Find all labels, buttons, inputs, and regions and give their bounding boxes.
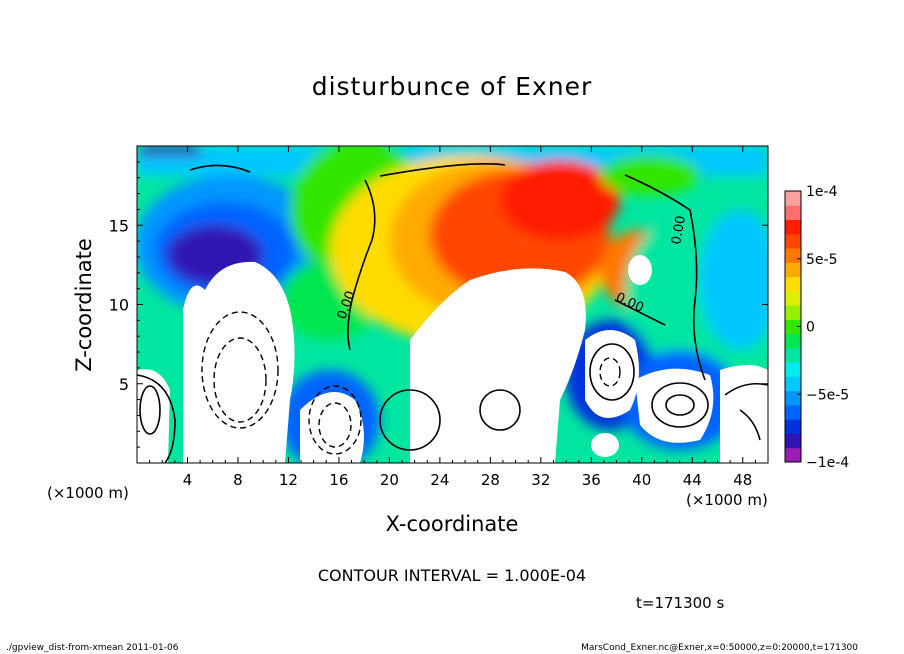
footer-source-label: MarsCond_Exner.nc@Exner,x=0:50000,z=0:20… [581, 643, 858, 653]
colorbar-swatch [785, 191, 801, 206]
colorbar-swatch [785, 305, 801, 320]
contour-label: 0.00 [669, 215, 689, 246]
colorbar-swatch [785, 404, 801, 420]
colorbar-tick-label: 5e-5 [806, 252, 837, 268]
colorbar-swatch [785, 248, 801, 263]
x-tick-label: 4 [183, 471, 193, 489]
colorbar-swatch [785, 319, 801, 335]
chart-title: disturbunce of Exner [311, 72, 593, 101]
y-tick-label: 10 [109, 296, 129, 315]
x-tick-label: 28 [481, 471, 500, 489]
x-tick-label: 24 [430, 471, 449, 489]
x-tick-label: 20 [380, 471, 399, 489]
x-tick-label: 16 [329, 471, 348, 489]
x-tick-label: 8 [233, 471, 243, 489]
y-tick-label: 5 [119, 375, 129, 394]
colorbar-swatch [785, 433, 801, 449]
colorbar-swatch [785, 419, 801, 434]
x-tick-label: 44 [683, 471, 702, 489]
x-axis: 4 8 12 16 20 24 28 32 36 40 44 48 [149, 146, 756, 489]
colorbar-swatch [785, 347, 801, 363]
x-unit-label-right: (×1000 m) [686, 491, 768, 509]
colorbar-tick-label: −5e-5 [806, 387, 849, 403]
x-tick-label: 40 [632, 471, 651, 489]
footer-script-label: ./gpview_dist-from-xmean 2011-01-06 [6, 643, 179, 653]
x-unit-label-left: (×1000 m) [47, 484, 129, 502]
x-tick-label: 32 [531, 471, 550, 489]
time-label: t=171300 s [636, 594, 725, 612]
x-tick-label: 12 [279, 471, 298, 489]
contour-interval-note: CONTOUR INTERVAL = 1.000E-04 [317, 566, 587, 585]
colorbar-swatch [785, 233, 801, 249]
colorbar-swatch [785, 219, 801, 235]
colorbar-swatch [785, 333, 801, 349]
y-axis: 5 10 15 [109, 161, 768, 448]
colorbar-tick-label: 0 [806, 320, 815, 336]
x-axis-label: X-coordinate [385, 512, 519, 536]
colorbar: 1e-4 5e-5 0 −5e-5 −1e-4 [784, 184, 849, 471]
colorbar-swatch [785, 276, 801, 292]
colorbar-swatch [785, 376, 801, 392]
x-tick-label: 36 [582, 471, 601, 489]
heatmap-field: 0.00 0.00 0.00 [137, 146, 768, 463]
colorbar-tick-label: −1e-4 [806, 455, 849, 471]
colorbar-swatch [785, 205, 801, 221]
y-tick-label: 15 [109, 216, 129, 235]
colorbar-swatch [785, 290, 801, 306]
colorbar-swatch [785, 390, 801, 406]
colorbar-swatch [785, 262, 801, 278]
colorbar-swatch [785, 362, 801, 377]
x-tick-label: 48 [733, 471, 752, 489]
colorbar-tick-label: 1e-4 [806, 184, 838, 200]
colorbar-swatch [785, 447, 801, 463]
